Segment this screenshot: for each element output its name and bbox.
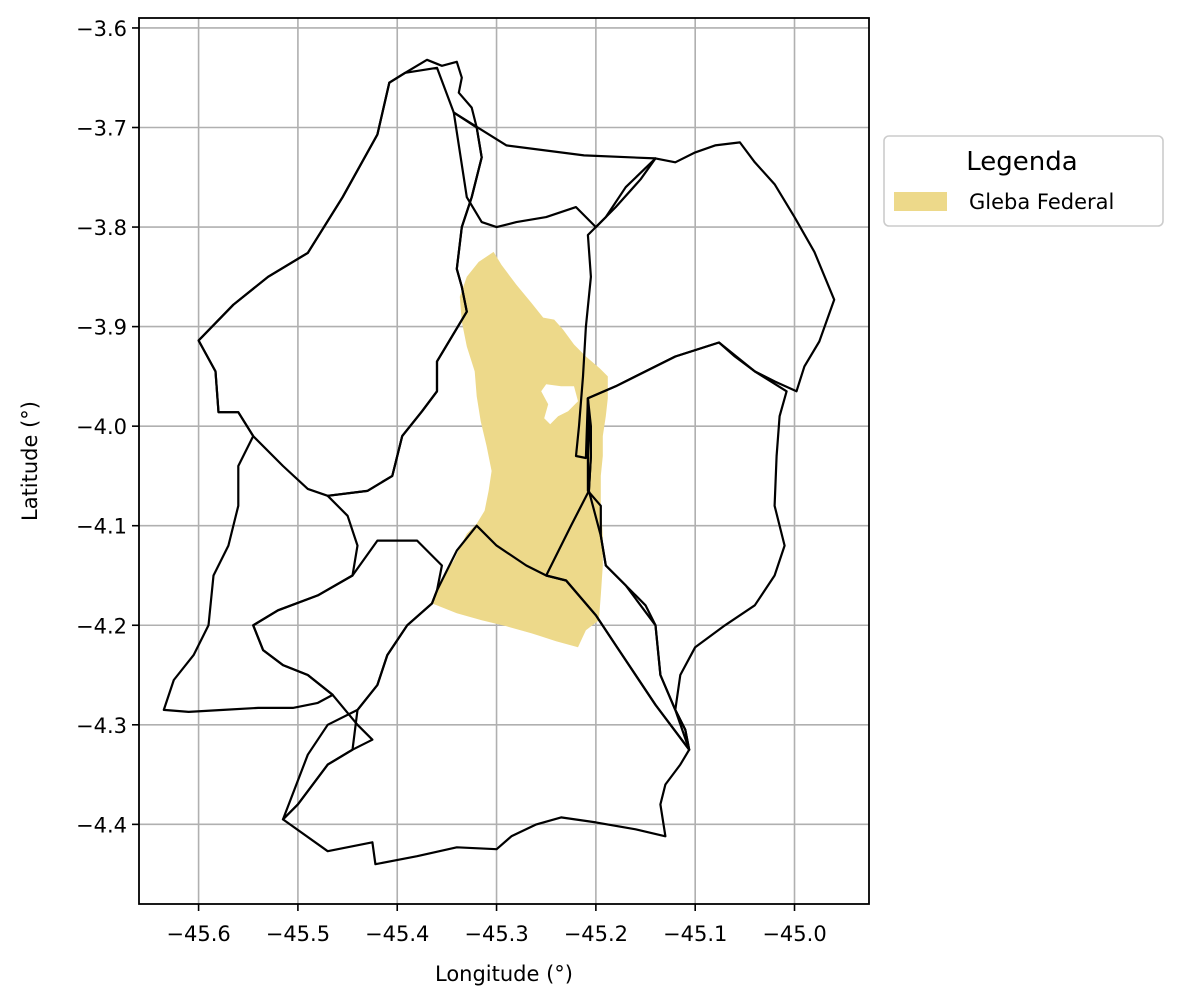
y-tick-label: −3.9 <box>76 316 127 340</box>
y-tick-label: −4.1 <box>76 515 127 539</box>
plot-area-frame <box>138 17 870 905</box>
x-tick-label: −45.4 <box>365 922 429 946</box>
legend-box <box>883 135 1164 227</box>
y-axis-ticks: −3.6 −3.7 −3.8 −3.9 −4.0 −4.1 −4.2 −4.3 −4.4 <box>76 17 139 837</box>
x-tick-label: −45.1 <box>663 922 727 946</box>
y-tick-label: −4.0 <box>76 415 127 439</box>
gleba-federal-layer <box>432 251 608 648</box>
municipality-boundary <box>162 66 483 713</box>
x-tick-label: −45.5 <box>266 922 330 946</box>
x-tick-label: −45.6 <box>166 922 230 946</box>
x-axis-label: Longitude (°) <box>435 962 573 986</box>
y-axis-label: Latitude (°) <box>18 401 42 521</box>
y-tick-label: −3.6 <box>76 17 127 41</box>
municipality-boundary <box>574 141 836 460</box>
y-tick-label: −4.3 <box>76 714 127 738</box>
legend-swatch-gleba-federal <box>894 192 947 211</box>
gleba-federal-polygon <box>432 251 608 648</box>
municipality-boundary <box>281 524 691 866</box>
y-tick-label: −3.8 <box>76 216 127 240</box>
municipality-boundary <box>586 341 788 751</box>
y-tick-label: −4.2 <box>76 614 127 638</box>
x-tick-label: −45.2 <box>564 922 628 946</box>
y-tick-label: −3.7 <box>76 117 127 141</box>
municipality-boundary <box>452 111 657 229</box>
x-axis-ticks: −45.6 −45.5 −45.4 −45.3 −45.2 −45.1 −45.0 <box>166 904 827 946</box>
x-tick-label: −45.0 <box>762 922 826 946</box>
legend-title: Legenda <box>966 147 1077 177</box>
legend: Legenda Gleba Federal <box>883 135 1164 227</box>
legend-label-gleba-federal: Gleba Federal <box>969 190 1114 214</box>
municipality-boundary-layer <box>162 58 836 866</box>
y-tick-label: −4.4 <box>76 813 127 837</box>
x-tick-label: −45.3 <box>464 922 528 946</box>
